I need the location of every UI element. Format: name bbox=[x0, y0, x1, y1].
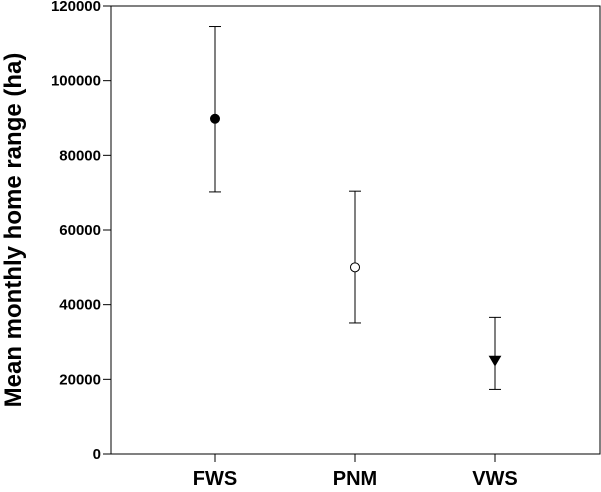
y-tick-label: 100000 bbox=[51, 73, 101, 90]
y-tick-label: 0 bbox=[93, 446, 101, 463]
data-series bbox=[209, 26, 502, 390]
data-point-fws bbox=[210, 113, 220, 124]
y-tick-label: 40000 bbox=[59, 297, 101, 314]
y-tick-label: 20000 bbox=[59, 371, 101, 388]
data-point-pnm bbox=[350, 262, 360, 273]
y-axis-ticks: 0 20000 40000 60000 80000 100000 120000 bbox=[51, 0, 111, 463]
y-tick-label: 60000 bbox=[59, 222, 101, 239]
x-tick-label: PNM bbox=[333, 468, 377, 490]
x-tick-label: FWS bbox=[193, 468, 237, 490]
y-axis-title: Mean monthly home range (ha) bbox=[0, 53, 27, 408]
y-tick-label: 80000 bbox=[59, 147, 101, 164]
data-point-vws bbox=[488, 355, 502, 367]
x-tick-label: VWS bbox=[472, 468, 518, 490]
x-axis-ticks: FWS PNM VWS bbox=[193, 454, 518, 490]
y-tick-label: 120000 bbox=[51, 0, 101, 15]
